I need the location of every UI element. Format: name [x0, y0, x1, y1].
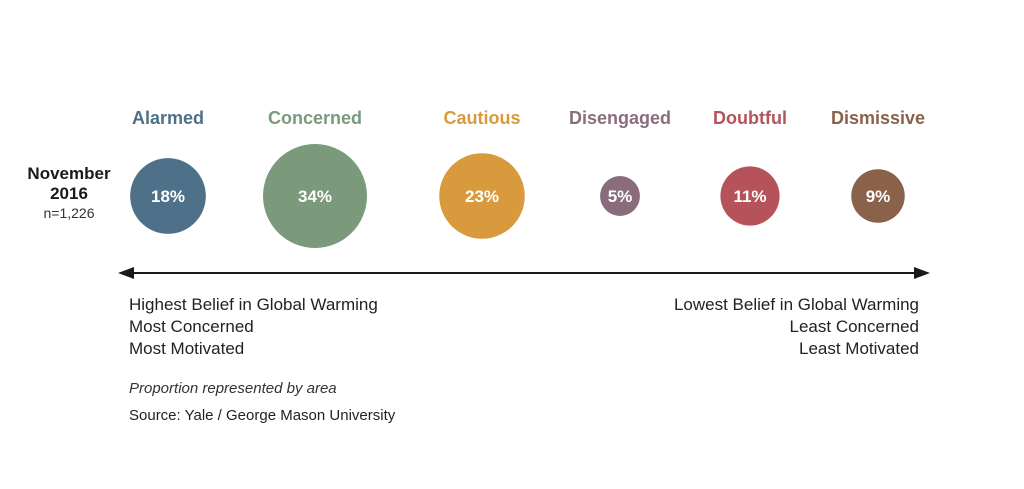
survey-period-label: November 2016 n=1,226: [10, 164, 128, 222]
bubble-value-concerned: 34%: [298, 187, 332, 206]
belief-axis-arrow: [118, 267, 930, 279]
bubble-alarmed: [130, 158, 206, 234]
right-label-concern: Least Concerned: [789, 317, 919, 336]
bubble-cautious: [439, 153, 525, 239]
bubble-dismissive: [851, 169, 905, 223]
sample-size-label: n=1,226: [43, 205, 95, 221]
segment-header-concerned: Concerned: [268, 108, 362, 128]
bubble-value-dismissive: 9%: [866, 187, 891, 206]
right-label-belief: Lowest Belief in Global Warming: [673, 295, 919, 314]
encoding-note: Proportion represented by area: [129, 380, 337, 397]
period-label: November 2016: [27, 164, 111, 203]
bubble-disengaged: [600, 176, 640, 216]
right-label-motivation: Least Motivated: [798, 339, 919, 358]
bubble-value-doubtful: 11%: [733, 187, 766, 206]
segment-header-cautious: Cautious: [443, 108, 520, 128]
segment-header-disengaged: Disengaged: [569, 108, 671, 128]
bubble-value-alarmed: 18%: [151, 187, 185, 206]
bubble-doubtful: [720, 166, 780, 226]
segment-header-alarmed: Alarmed: [132, 108, 204, 128]
bubble-value-disengaged: 5%: [608, 187, 633, 206]
axis-right-labels: Lowest Belief in Global Warming Least Co…: [674, 294, 919, 360]
left-label-belief: Highest Belief in Global Warming: [129, 295, 378, 314]
bubble-value-cautious: 23%: [465, 187, 499, 206]
segment-header-dismissive: Dismissive: [831, 108, 925, 128]
left-label-concern: Most Concerned: [129, 317, 254, 336]
segment-header-doubtful: Doubtful: [713, 108, 787, 128]
source-credit: Source: Yale / George Mason University: [129, 407, 396, 424]
axis-left-labels: Highest Belief in Global Warming Most Co…: [129, 294, 378, 360]
left-label-motivation: Most Motivated: [129, 339, 245, 358]
bubble-concerned: [263, 144, 367, 248]
